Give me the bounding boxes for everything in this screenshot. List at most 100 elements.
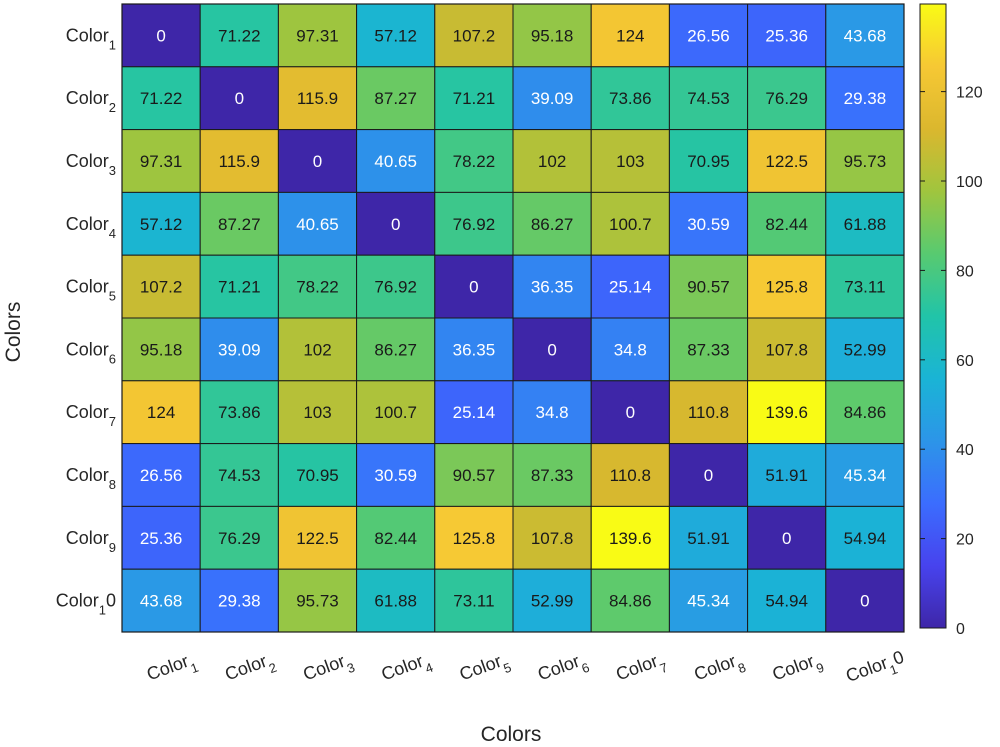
heatmap-cell [590, 129, 670, 193]
cell-value-label: 29.38 [844, 89, 887, 108]
heatmap-cell [199, 505, 279, 570]
cell-value-label: 102 [303, 340, 331, 359]
heatmap-cell [668, 380, 749, 445]
colorbar-tick-label: 20 [956, 532, 974, 549]
heatmap-cell [747, 443, 827, 507]
cell-value-label: 124 [147, 403, 175, 422]
colorbar-tick-label: 60 [956, 353, 974, 370]
cell-value-label: 139.6 [765, 403, 808, 422]
colorbar-tick-label: 0 [956, 621, 965, 638]
row-tick-label: Color4 [66, 214, 116, 241]
cell-value-label: 73.11 [844, 278, 885, 297]
heatmap-cell [668, 568, 749, 633]
cell-value-label: 84.86 [609, 592, 652, 611]
column-tick-label: Color1 [144, 648, 200, 690]
column-tick-label: Color9 [770, 648, 826, 690]
heatmap-cell [825, 191, 905, 256]
cell-value-label: 61.88 [844, 215, 887, 234]
cell-value-label: 87.27 [374, 89, 417, 108]
heatmap-cell [668, 129, 749, 193]
heatmap-cell [590, 505, 670, 570]
cell-value-label: 78.22 [453, 152, 496, 171]
cell-value-label: 100.7 [609, 215, 652, 234]
cell-value-label: 57.12 [140, 215, 183, 234]
cell-value-label: 125.8 [765, 278, 808, 297]
heatmap-cell [590, 191, 670, 256]
colorbar-tick-label: 40 [956, 442, 974, 459]
cell-value-label: 122.5 [296, 529, 339, 548]
heatmap-cell [512, 443, 592, 507]
heatmap-cell [590, 254, 670, 319]
colorbar-tick-label: 100 [956, 174, 983, 191]
cell-value-label: 76.29 [765, 89, 808, 108]
heatmap-cell [825, 568, 905, 633]
heatmap-cell [747, 380, 827, 445]
cell-value-label: 97.31 [140, 152, 183, 171]
row-tick-label: Color10 [56, 591, 116, 618]
cell-value-label: 107.2 [453, 26, 496, 45]
column-tick-label: Color8 [691, 648, 747, 690]
cell-value-label: 0 [704, 466, 713, 485]
heatmap-cell [825, 254, 905, 319]
heatmap-cell [434, 254, 514, 319]
cell-value-label: 45.34 [687, 592, 730, 611]
row-tick-label: Color6 [66, 339, 116, 366]
cell-value-label: 52.99 [844, 340, 887, 359]
heatmap-cell [512, 380, 592, 445]
cell-value-label: 43.68 [844, 26, 887, 45]
heatmap-cell [199, 66, 279, 131]
heatmap-cell [747, 129, 827, 193]
heatmap-cell [356, 505, 436, 570]
row-tick-label: Color8 [66, 465, 116, 492]
colorbar-tick-label: 80 [956, 263, 974, 280]
cell-value-label: 82.44 [765, 215, 808, 234]
heatmap-cell [747, 66, 827, 131]
cell-value-label: 39.09 [531, 89, 574, 108]
heatmap-cell [747, 568, 827, 633]
heatmap-cell [121, 568, 201, 633]
heatmap-cell [121, 380, 201, 445]
colorbar-tick-label: 120 [956, 85, 983, 102]
cell-value-label: 43.68 [140, 592, 183, 611]
heatmap-cell [356, 3, 436, 68]
row-tick-labels: Color1 Color2 Color3 Color4 Color5 Color6 Colo… [56, 25, 116, 617]
heatmap-cell [434, 317, 514, 382]
heatmap-cell [512, 568, 592, 633]
column-tick-label: Color5 [457, 648, 513, 690]
heatmap-cell [199, 254, 279, 319]
cell-value-label: 25.14 [453, 403, 496, 422]
heatmap-cell [512, 317, 592, 382]
heatmap-cell [825, 66, 905, 131]
heatmap-frame [121, 3, 905, 633]
column-tick-labels: Color1 Color2 Color3 Color4 Color5 Color6 Colo… [144, 647, 909, 693]
cell-value-label: 51.91 [687, 529, 730, 548]
heatmap-cell [277, 254, 358, 319]
heatmap-cell [668, 191, 749, 256]
cell-value-label: 26.56 [140, 466, 183, 485]
cell-value-label: 0 [547, 340, 556, 359]
cell-value-label: 54.94 [765, 592, 808, 611]
heatmap-cell [825, 3, 905, 68]
column-tick-label: Color10 [843, 647, 909, 693]
heatmap-cell [668, 505, 749, 570]
cell-value-label: 52.99 [531, 592, 574, 611]
row-tick-label: Color5 [66, 277, 116, 304]
heatmap-cell [277, 317, 358, 382]
cell-value-label: 87.27 [218, 215, 261, 234]
cell-value-label: 74.53 [218, 466, 261, 485]
cell-value-label: 25.14 [609, 278, 652, 297]
cell-value-label: 95.73 [844, 152, 887, 171]
heatmap-cell [121, 3, 201, 68]
cell-value-label: 51.91 [765, 466, 808, 485]
heatmap-cell [199, 129, 279, 193]
cell-value-label: 26.56 [687, 26, 730, 45]
cell-value-label: 100.7 [374, 403, 417, 422]
cell-value-label: 107.8 [531, 529, 574, 548]
heatmap-cell [356, 380, 436, 445]
cell-value-label: 124 [616, 26, 644, 45]
cell-value-label: 30.59 [374, 466, 417, 485]
cell-value-label: 110.8 [688, 403, 729, 422]
cell-value-label: 54.94 [844, 529, 887, 548]
cell-value-label: 71.21 [453, 89, 496, 108]
cell-value-label: 73.86 [218, 403, 261, 422]
